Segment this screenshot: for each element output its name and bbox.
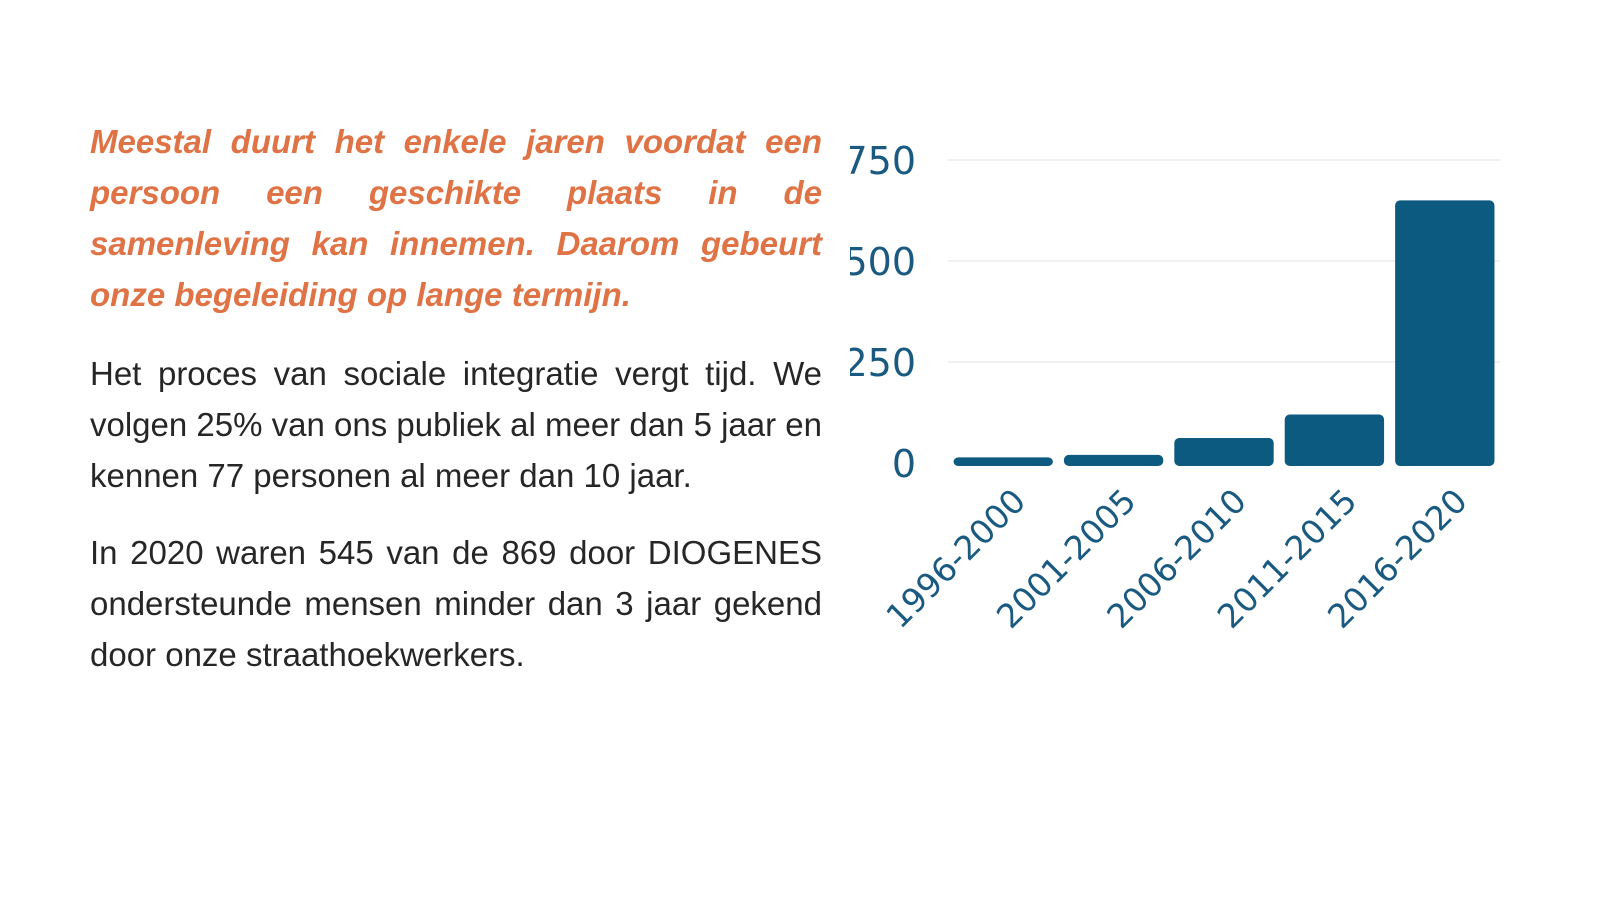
y-axis-ticks: 0 250 500 750 (850, 139, 916, 486)
x-axis-ticks: 1996-20002001-20052006-20102011-20152016… (878, 481, 1474, 636)
y-tick-label: 750 (850, 139, 916, 183)
bar-chart: 0 250 500 750 1996-2000 2001-2005 2006-2010 20… (850, 120, 1550, 700)
lead-quote: Meestal duurt het enkele jaren voordat e… (90, 123, 822, 313)
bars (953, 200, 1495, 466)
chart-canvas: 0 250 500 750 1996-20002001-20052006-201020… (850, 139, 1500, 636)
bar (1063, 454, 1164, 466)
text-column: Meestal duurt het enkele jaren voordat e… (90, 116, 822, 706)
y-tick-label: 250 (850, 341, 916, 385)
bar (1284, 414, 1385, 466)
bar (1395, 200, 1495, 466)
bar (953, 457, 1053, 466)
y-tick-label: 0 (892, 442, 916, 486)
body-paragraph-integration: Het proces van sociale integratie vergt … (90, 355, 822, 494)
bar (1174, 437, 1274, 466)
y-tick-label: 500 (850, 240, 916, 284)
body-paragraph-2020-stats: In 2020 waren 545 van de 869 door DIOGEN… (90, 534, 822, 673)
